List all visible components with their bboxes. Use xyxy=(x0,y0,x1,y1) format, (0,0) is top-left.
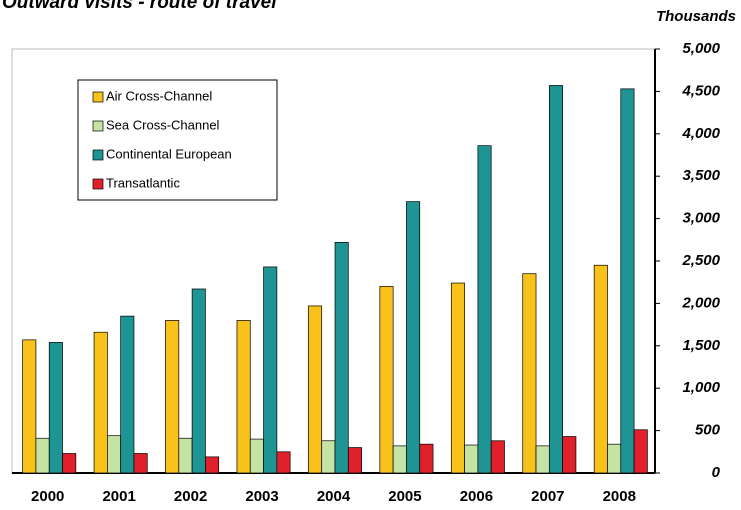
bar xyxy=(22,339,37,474)
bar xyxy=(120,315,135,474)
y-tick-label: 0 xyxy=(712,464,721,481)
bar xyxy=(107,435,122,474)
y-tick-label: 3,500 xyxy=(682,167,720,184)
bar xyxy=(249,438,264,474)
bar xyxy=(406,201,421,474)
y-tick-label: 500 xyxy=(695,422,721,439)
bar xyxy=(236,320,251,474)
bar xyxy=(133,453,148,474)
bar xyxy=(93,331,108,474)
legend-swatch xyxy=(92,91,104,103)
x-tick-label: 2006 xyxy=(460,488,493,505)
bar xyxy=(633,429,648,474)
bar xyxy=(321,440,336,474)
bar xyxy=(522,273,537,474)
bar xyxy=(464,444,479,474)
x-tick-label: 2002 xyxy=(174,488,207,505)
legend-swatch xyxy=(92,149,104,161)
bar xyxy=(419,443,434,474)
y-tick-label: 3,000 xyxy=(682,210,720,227)
legend-label: Sea Cross-Channel xyxy=(106,117,220,132)
bar xyxy=(607,443,622,474)
y-tick-label: 1,500 xyxy=(682,337,720,354)
legend-label: Air Cross-Channel xyxy=(106,88,212,103)
x-tick-label: 2005 xyxy=(388,488,421,505)
x-tick-label: 2000 xyxy=(31,488,64,505)
bar xyxy=(48,342,63,474)
bar xyxy=(35,437,50,474)
y-tick-label: 5,000 xyxy=(682,40,720,57)
x-tick-label: 2007 xyxy=(531,488,564,505)
legend-swatch xyxy=(92,178,104,190)
chart-title: Outward visits - route of travel xyxy=(2,0,277,13)
y-tick-label: 4,000 xyxy=(681,125,720,142)
bar xyxy=(276,451,291,474)
bar xyxy=(392,445,407,474)
legend-label: Transatlantic xyxy=(106,175,180,190)
bar xyxy=(535,445,550,474)
legend-label: Continental European xyxy=(106,146,232,161)
x-tick-label: 2003 xyxy=(245,488,278,505)
bar xyxy=(477,145,492,474)
y-tick-label: 2,500 xyxy=(681,252,720,269)
bar xyxy=(62,453,77,474)
legend-swatch xyxy=(92,120,104,132)
y-tick-label: 4,500 xyxy=(681,82,720,99)
bar xyxy=(450,282,465,474)
bar xyxy=(347,447,362,474)
bar xyxy=(191,288,206,474)
bar xyxy=(165,320,180,474)
x-tick-label: 2001 xyxy=(102,488,135,505)
x-tick-label: 2004 xyxy=(317,488,351,505)
bar xyxy=(620,88,635,474)
bar xyxy=(263,266,278,474)
bar xyxy=(548,85,563,474)
y-axis-label: Thousands xyxy=(656,8,736,25)
bar xyxy=(334,241,349,474)
y-tick-label: 1,000 xyxy=(682,379,720,396)
bar xyxy=(562,436,577,474)
legend-box xyxy=(77,79,278,201)
x-tick-label: 2008 xyxy=(603,488,636,505)
bar xyxy=(308,305,323,474)
bar xyxy=(178,437,193,474)
bar xyxy=(490,440,505,474)
bar xyxy=(205,456,220,474)
bar xyxy=(379,286,394,474)
bar xyxy=(593,264,608,474)
y-tick-label: 2,000 xyxy=(681,294,720,311)
